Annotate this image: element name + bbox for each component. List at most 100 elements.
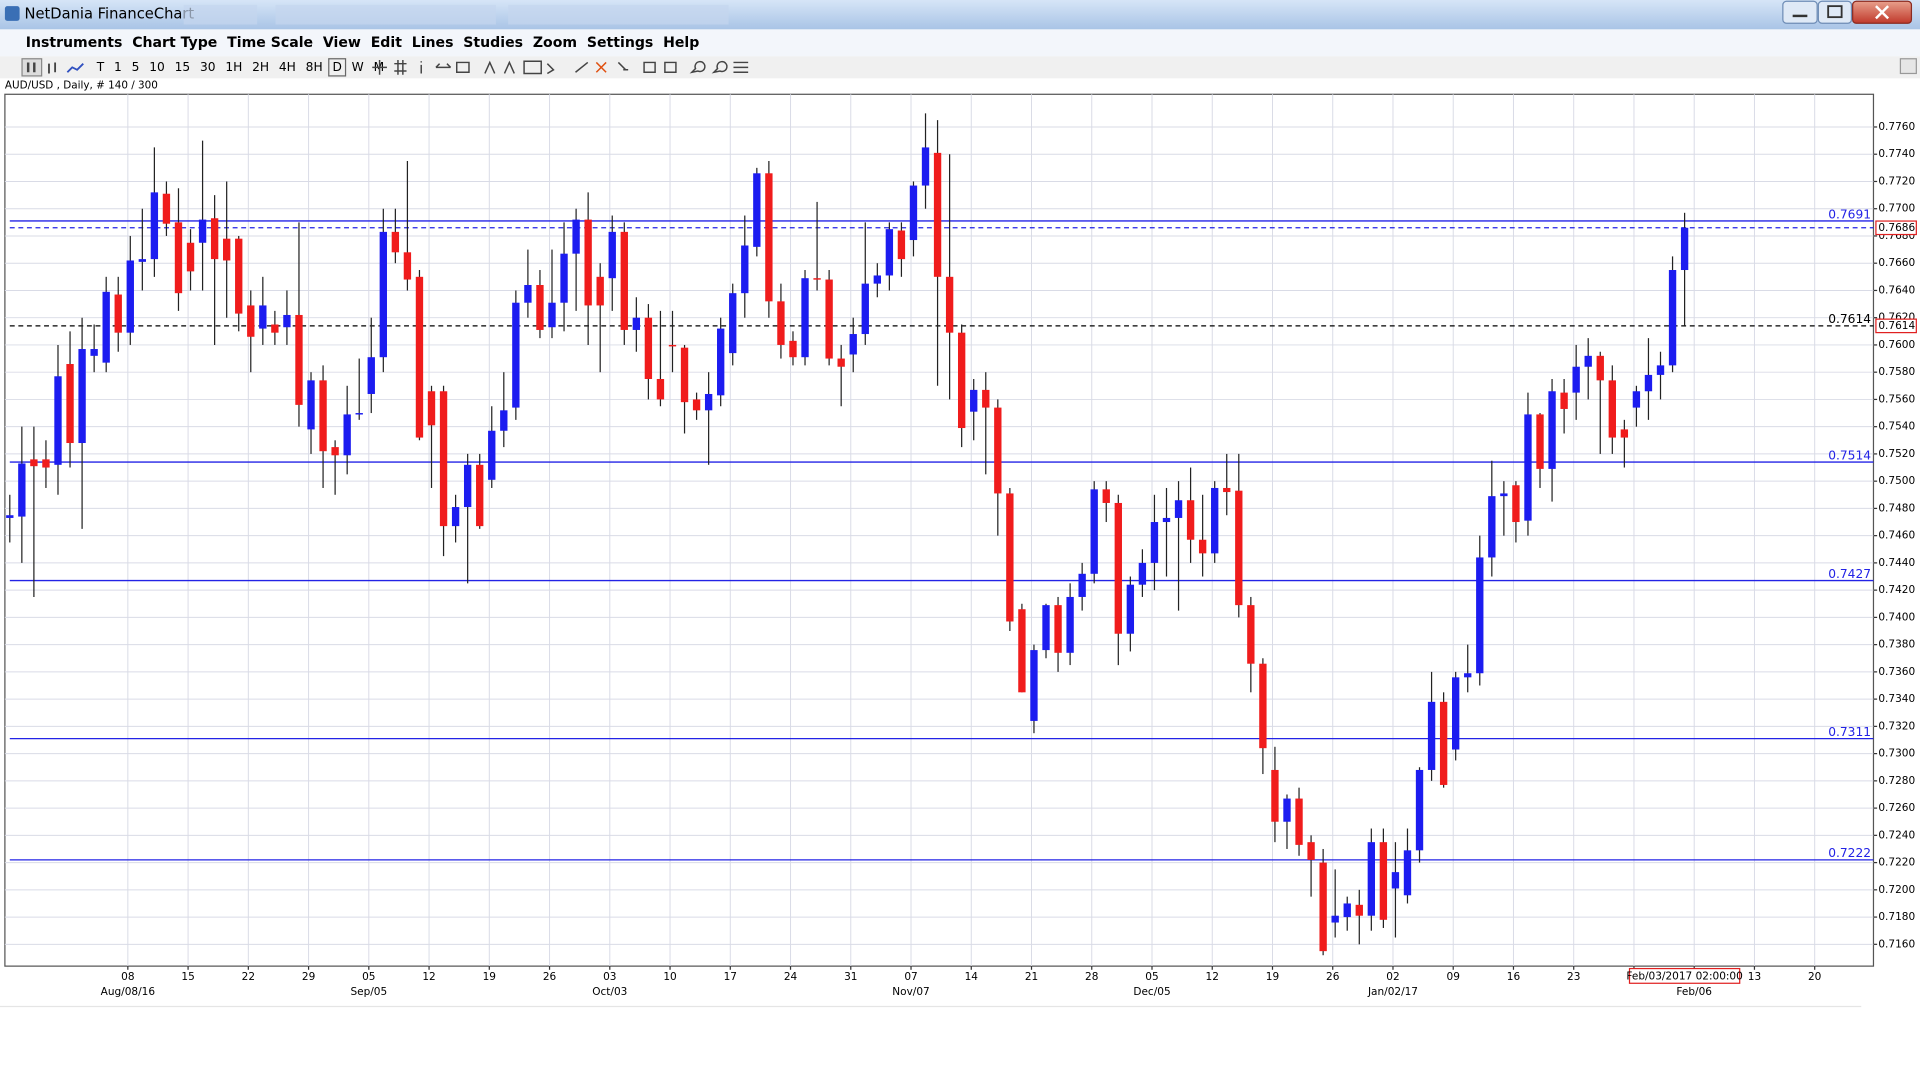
x-tick-label: 07 bbox=[904, 971, 917, 983]
candle-body bbox=[78, 349, 86, 444]
x-tick-label: 12 bbox=[1206, 971, 1219, 983]
toolbar-icon[interactable] bbox=[664, 61, 677, 73]
candle-body bbox=[717, 328, 725, 396]
menu-item[interactable]: Settings bbox=[587, 35, 653, 51]
candle-body bbox=[596, 276, 604, 306]
minimize-button[interactable] bbox=[1782, 0, 1818, 24]
x-month-label: Feb/06 bbox=[1676, 986, 1712, 998]
timescale-button[interactable]: 15 bbox=[175, 60, 191, 74]
menu-item[interactable]: Studies bbox=[463, 35, 523, 51]
candle-body bbox=[259, 305, 267, 329]
timescale-button[interactable]: 10 bbox=[149, 60, 165, 74]
menu-item[interactable]: View bbox=[323, 35, 361, 51]
timescale-button[interactable]: 8H bbox=[306, 60, 323, 74]
x-tick-label: 12 bbox=[422, 971, 435, 983]
timescale-button[interactable]: 5 bbox=[132, 60, 140, 74]
timescale-button[interactable]: 1 bbox=[114, 60, 122, 74]
candle-body bbox=[524, 285, 532, 303]
toolbar-icon[interactable] bbox=[617, 61, 629, 71]
maximize-button[interactable] bbox=[1817, 0, 1853, 24]
candle-body bbox=[1632, 391, 1641, 408]
candle-body bbox=[331, 447, 339, 456]
timescale-button[interactable]: T bbox=[96, 60, 105, 74]
toolbar-icon[interactable] bbox=[48, 62, 57, 74]
menu-item[interactable]: Lines bbox=[412, 35, 454, 51]
toolbar-icon[interactable] bbox=[394, 60, 407, 75]
candle-body bbox=[1223, 487, 1231, 493]
timescale-button[interactable]: 1H bbox=[225, 60, 242, 74]
y-tick-label: 0.7700 bbox=[1878, 203, 1915, 215]
candle-body bbox=[126, 260, 134, 333]
candle-body bbox=[1271, 769, 1279, 822]
menu-item[interactable]: Chart Type bbox=[132, 35, 217, 51]
toolbar-icon[interactable] bbox=[711, 60, 728, 74]
timescale-button[interactable]: 4H bbox=[279, 60, 296, 74]
panel-button[interactable] bbox=[1899, 58, 1917, 75]
candle-body bbox=[1476, 557, 1484, 674]
candle-body bbox=[1355, 904, 1363, 916]
candle-body bbox=[1319, 862, 1327, 952]
toolbar-icon[interactable] bbox=[595, 61, 607, 73]
toolbar-icon[interactable] bbox=[456, 61, 470, 73]
toolbar-icon[interactable] bbox=[372, 60, 387, 75]
toolbar-icon[interactable] bbox=[546, 63, 555, 75]
candle-body bbox=[1006, 493, 1014, 622]
menu-item[interactable]: Instruments bbox=[26, 35, 123, 51]
candle-body bbox=[1042, 605, 1050, 651]
candle-body bbox=[6, 515, 14, 518]
toolbar-icon[interactable] bbox=[575, 61, 589, 73]
timescale-button[interactable]: W bbox=[352, 60, 364, 74]
x-tick-label: 15 bbox=[181, 971, 194, 983]
x-tick-label: 05 bbox=[362, 971, 375, 983]
level-label: 0.7222 bbox=[1828, 846, 1871, 860]
y-tick-label: 0.7620 bbox=[1878, 312, 1915, 324]
candle-body bbox=[30, 459, 38, 467]
timescale-button[interactable]: 2H bbox=[252, 60, 269, 74]
toolbar-icon[interactable] bbox=[503, 60, 515, 74]
cursor-label: Feb/03/2017 02:00:00 bbox=[1626, 971, 1742, 983]
timescale-button[interactable]: D bbox=[332, 60, 341, 74]
menu-item[interactable]: Help bbox=[663, 35, 699, 51]
candle-body bbox=[1608, 380, 1616, 438]
grid bbox=[4, 94, 1874, 967]
candle-body bbox=[1138, 562, 1147, 585]
candle-body bbox=[1572, 366, 1580, 393]
menu-bar bbox=[0, 29, 1920, 57]
candle-body bbox=[488, 430, 496, 480]
candle-body bbox=[1295, 798, 1303, 845]
y-tick-label: 0.7540 bbox=[1878, 421, 1915, 433]
y-tick-label: 0.7260 bbox=[1878, 802, 1915, 814]
toolbar-icon[interactable] bbox=[435, 63, 452, 69]
x-tick-label: 02 bbox=[1386, 971, 1399, 983]
axes: 0.7160 0.7180 0.7200 0.7220 0.7240 0.7260 0.72… bbox=[101, 121, 1917, 998]
candle-body bbox=[1680, 227, 1689, 271]
toolbar-icon[interactable] bbox=[733, 61, 749, 73]
menu-item[interactable]: Edit bbox=[371, 35, 403, 51]
candle-body bbox=[1247, 605, 1255, 664]
toolbar-icon[interactable] bbox=[523, 60, 542, 75]
toolbar-icon[interactable] bbox=[689, 60, 706, 74]
toolbar-icon[interactable] bbox=[643, 61, 656, 73]
price-box-label: 0.7686 bbox=[1878, 222, 1915, 234]
candle-body bbox=[1548, 391, 1556, 469]
menu-item[interactable]: Time Scale bbox=[227, 35, 313, 51]
app-icon bbox=[4, 6, 20, 21]
candle-body bbox=[235, 238, 243, 314]
x-tick-label: 31 bbox=[844, 971, 857, 983]
candle-body bbox=[463, 464, 472, 508]
toolbar-icon[interactable] bbox=[21, 58, 43, 77]
candle-body bbox=[102, 291, 110, 363]
levels: 0.7691 0.7514 0.7427 0.7311 0.7222 0.7614 bbox=[9, 207, 1874, 861]
tab-shadow bbox=[508, 4, 729, 25]
timescale-button[interactable]: 30 bbox=[200, 60, 216, 74]
x-tick-label: 21 bbox=[1025, 971, 1038, 983]
toolbar-icon[interactable] bbox=[66, 63, 84, 73]
menu: Instruments Chart Type Time Scale View Edit L… bbox=[26, 35, 700, 51]
toolbar-icon[interactable] bbox=[484, 60, 496, 74]
candle-body bbox=[1078, 573, 1086, 597]
menu-item[interactable]: Zoom bbox=[533, 35, 577, 51]
candle-body bbox=[1488, 496, 1496, 558]
candle-body bbox=[548, 302, 556, 328]
candle-body bbox=[1427, 701, 1436, 770]
candle-body bbox=[1331, 915, 1339, 923]
